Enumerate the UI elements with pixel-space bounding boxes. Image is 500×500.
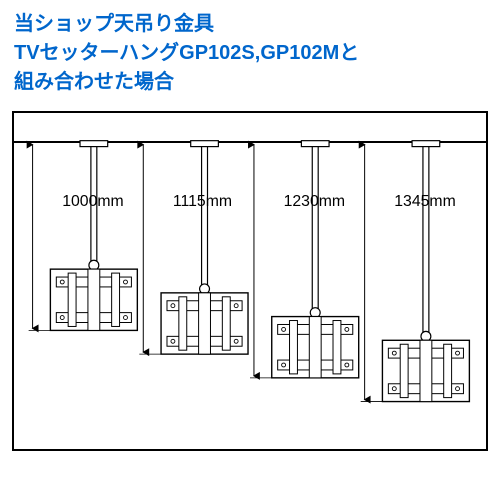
header-line-3: 組み合わせた場合 bbox=[14, 68, 486, 97]
dim-label-3: 1345mm bbox=[394, 193, 455, 210]
header: 当ショップ天吊り金具 TVセッターハングGP102S,GP102Mと 組み合わせ… bbox=[0, 0, 500, 103]
header-line-2: TVセッターハングGP102S,GP102Mと bbox=[14, 39, 486, 68]
diagram-area: 1000mm 1115mm 1230mm 1345mm bbox=[12, 111, 488, 451]
header-line-1: 当ショップ天吊り金具 bbox=[14, 10, 486, 39]
dim-label-2: 1230mm bbox=[284, 193, 345, 210]
dim-label-0: 1000mm bbox=[62, 193, 123, 210]
dim-label-1: 1115mm bbox=[173, 193, 232, 210]
